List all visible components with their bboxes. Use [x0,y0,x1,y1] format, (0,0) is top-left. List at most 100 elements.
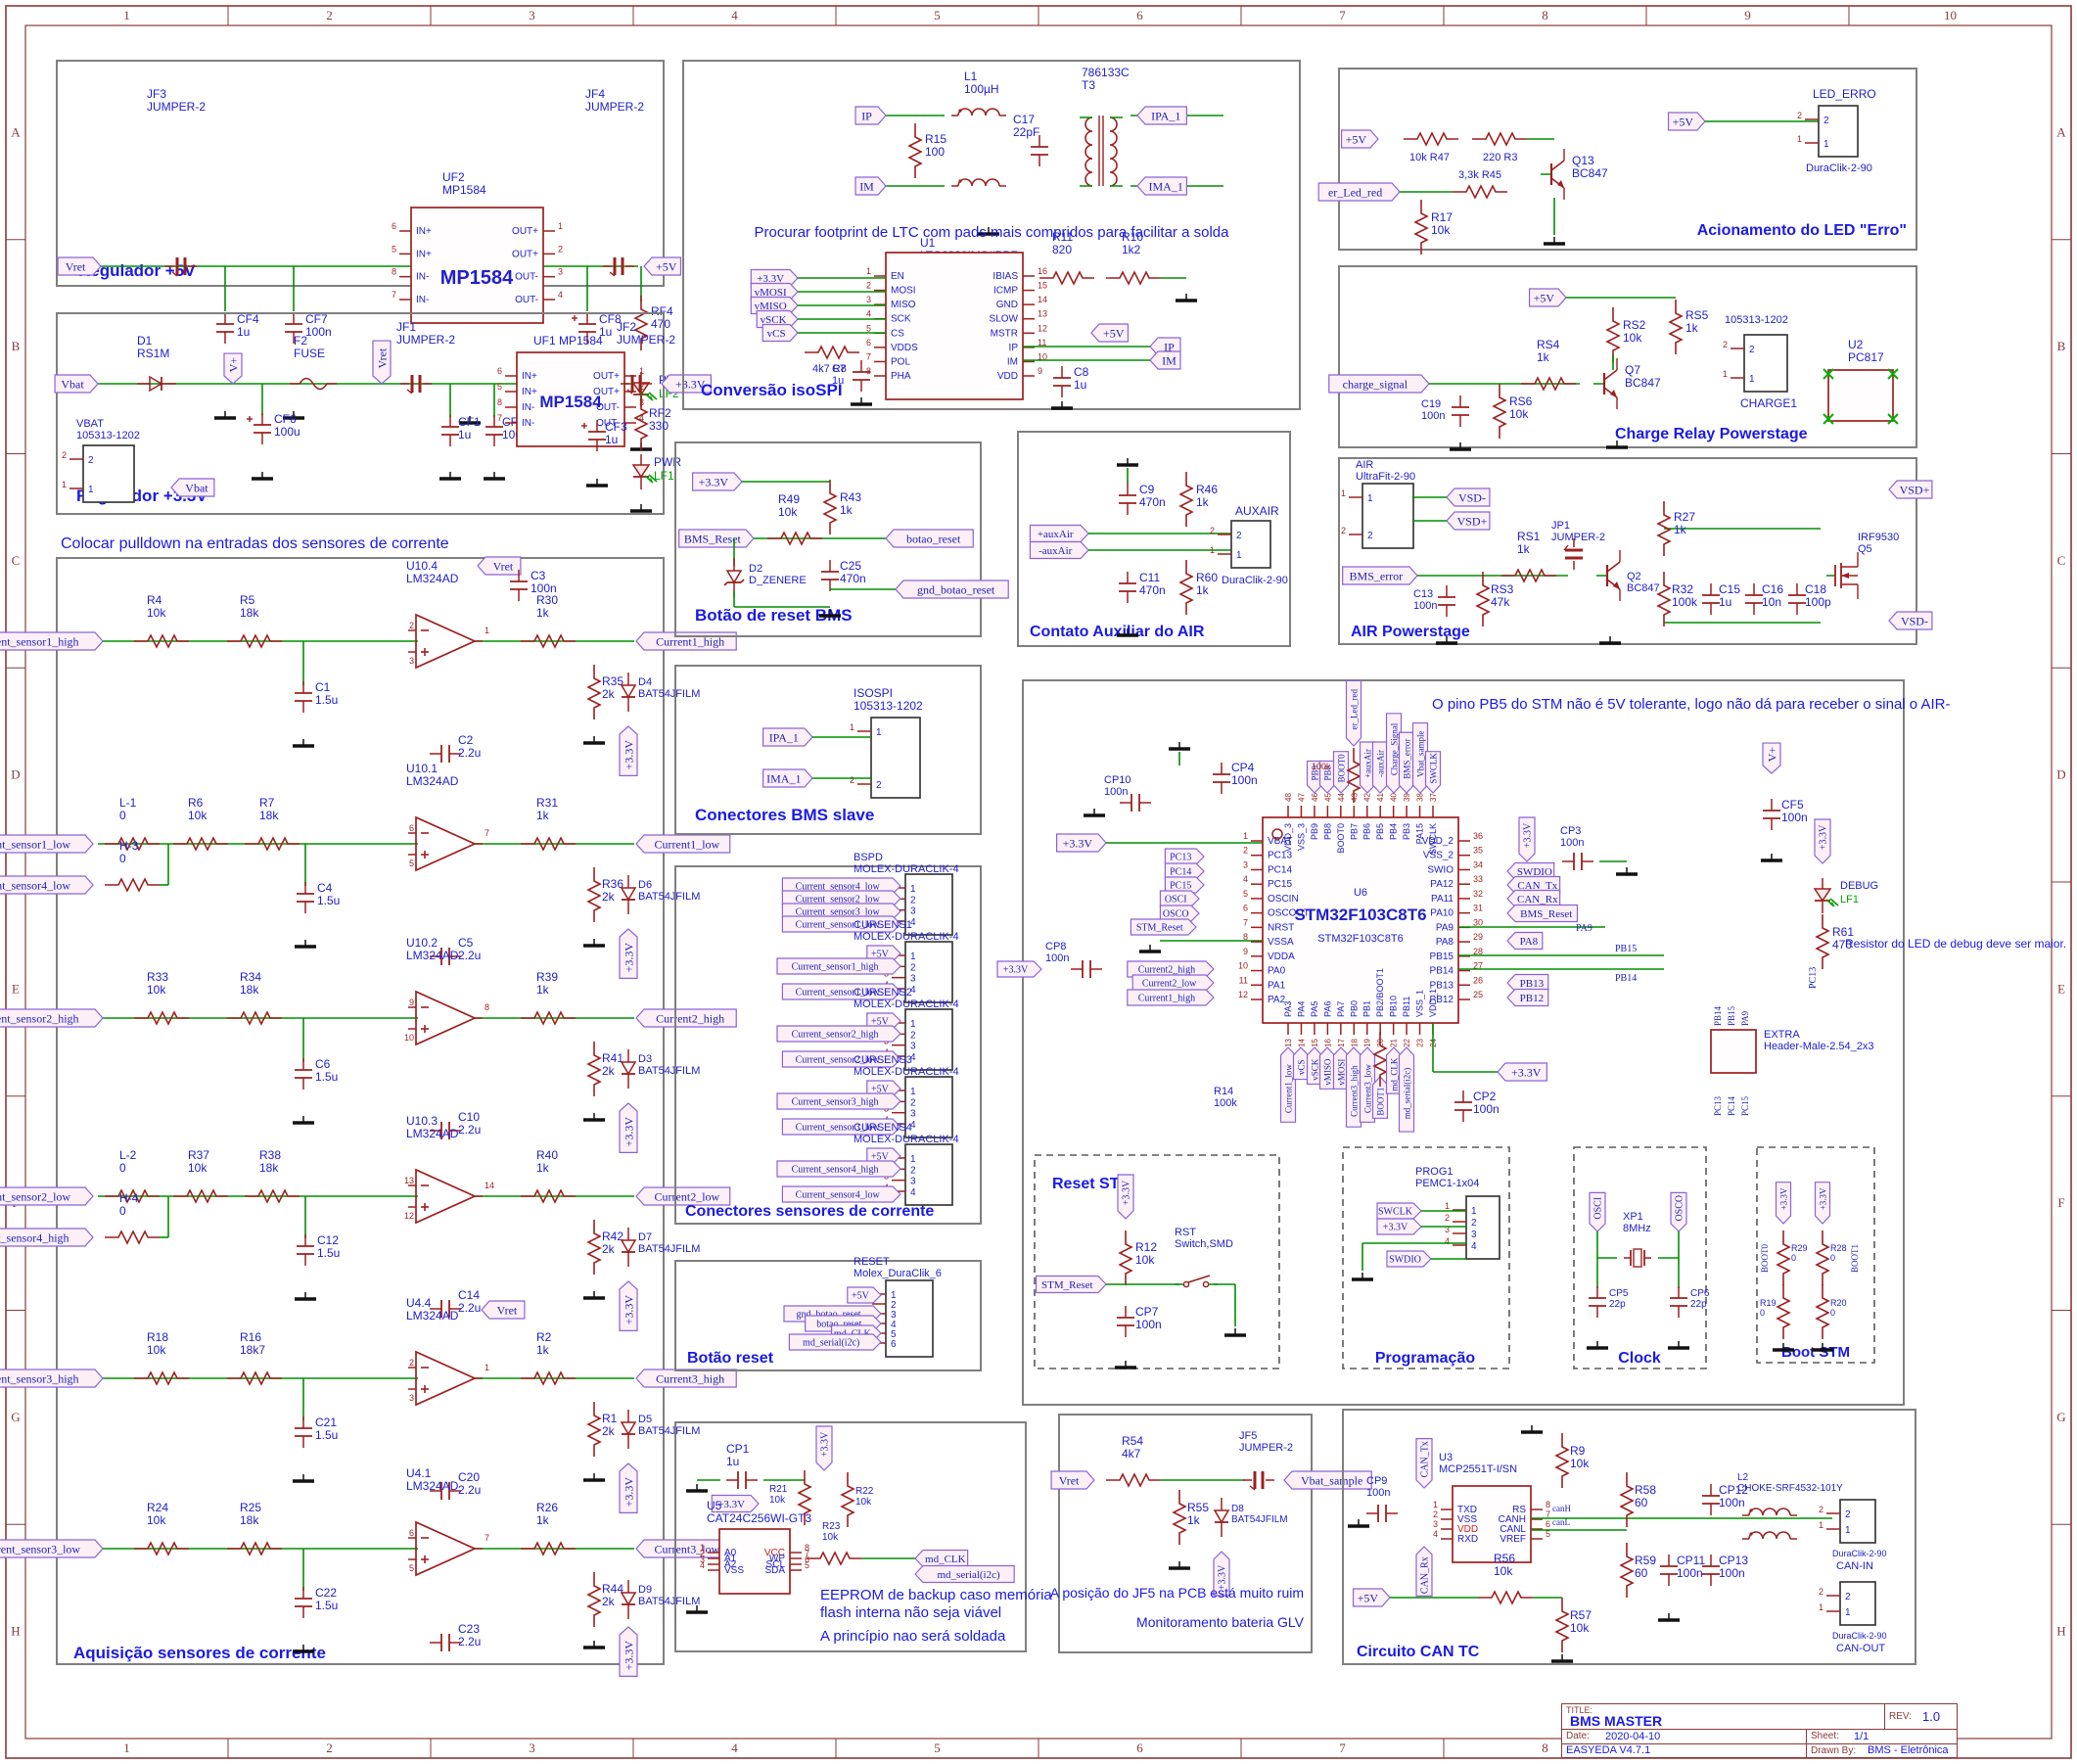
net-flag: Current_sensor2_high [776,1025,901,1043]
net-label: Current_sensor4_high [792,1165,879,1176]
component-label: CURSENS2 MOLEX-DURACLIK-4 [854,987,959,1010]
pin-number: 1 [910,952,916,962]
pin-number: 2 [1723,340,1728,349]
diode [1213,1498,1230,1537]
pin-number: 36 [1473,831,1483,841]
resistor [767,531,822,546]
pin-number: 3 [910,906,916,917]
net-label: OSCI [1165,895,1187,905]
net-label: Vret [493,559,514,573]
capacitor [430,745,461,763]
net-label: PC13 [1170,853,1191,863]
component-label: JF2 JUMPER-2 [617,320,675,347]
component-label: U10.1 LM324AD [406,762,459,788]
pin-name: VDD [997,371,1018,382]
net-label: BMS_error [1402,739,1411,779]
net-label: botao_reset [906,532,961,545]
net-flag: Vbat_sample [1283,1470,1372,1490]
pin-number: 2 [1210,526,1215,535]
component-label: VBAT 105313-1202 [76,418,140,441]
pin-name: PB13 [1430,980,1454,991]
pin-number: 11 [1239,975,1248,985]
component-label: L1 100µH [964,70,999,96]
column-label: 1 [123,8,130,23]
ground-symbol [1450,442,1471,451]
annotation-note: flash interna não seja viável [820,1604,1001,1621]
net-flag: OSCI [1159,890,1200,907]
net-label: SWCLK [1378,1207,1413,1218]
component-label: CP7 100n [1135,1305,1162,1331]
pin-name: VDD_3 [1283,823,1293,852]
component-label: H-4 0 [119,1191,139,1218]
resistor [1521,376,1576,392]
net-flag: Current3_high [1345,1046,1362,1128]
jumper [1563,538,1583,570]
block-frame [674,1260,982,1371]
component-label: JP1 JUMPER-2 [1551,520,1605,543]
net-flag: Current_sensor1_high [776,957,901,975]
component-label: RS2 10k [1623,318,1646,345]
pin-number: 3 [1243,859,1248,869]
net-label: STM_Reset [1041,1279,1093,1291]
component-label: PB14 [1615,973,1637,984]
net-flag: +5V [643,256,682,276]
pin-number: 4 [910,1187,916,1198]
net-flag: SWDIO [1386,1250,1432,1268]
led [1813,878,1839,913]
pin-number: 1 [1445,1201,1450,1211]
net-flag: +3.3V [619,1462,638,1514]
capacitor [1119,572,1136,603]
ground-symbol [630,504,652,513]
pin-number: 1 [1236,550,1242,561]
resistor [1656,572,1672,627]
block-frame [1022,679,1905,1406]
ground-symbol [1176,294,1197,302]
net-flag: OSCO [1159,905,1200,922]
net-label: +3.3V [717,1499,745,1510]
pin-number: 22 [1403,1038,1411,1046]
pin-number: 3 [910,1177,916,1187]
sheet-value: 1/1 [1854,1731,1869,1742]
pin-number: 1 [1819,1520,1823,1530]
block-frame [1338,457,1917,645]
pin-number: 48 [1284,793,1293,802]
component-label: C2 2.2u [458,733,481,760]
pin-name: SWIO [1427,864,1454,875]
component-label: D3 BAT54JFILM [638,1053,700,1077]
pin-name: ICMP [993,286,1018,297]
pin-name: MSTR [991,328,1018,339]
net-flag: CAN_Tx [1506,875,1561,895]
ground-symbol [1551,1654,1573,1663]
net-label: OSCO [1675,1195,1685,1222]
resistor [105,877,160,893]
pin-name: A0 [724,1548,737,1558]
pin-name: OUT- [515,272,538,283]
ic-chip: TXD 1 VSS 2 VDD 3 RXD 4 RS 8 CANH 7 CANL 6 VREF 5 [1433,1485,1550,1563]
pin-number: 31 [1473,904,1483,913]
pin-name: OUT+ [593,371,620,382]
component-label: DEBUG [1840,880,1878,892]
block-frame [56,312,665,515]
component-label: 105313-1202 [1725,314,1788,326]
resistor [1776,1230,1791,1285]
pin-number: 1 [558,221,563,231]
ground-symbol [686,1484,708,1493]
pin-name: VSSA [1268,937,1294,948]
resistor [1178,472,1194,527]
pin-name: A1 [724,1554,737,1564]
pin-name: VCC [764,1548,785,1558]
jumper [621,375,652,395]
resistor [1776,1284,1791,1339]
net-flag: SWCLK [1424,751,1442,794]
component-label: C6 1.5u [315,1057,338,1084]
component-label: R1 2k [602,1412,618,1438]
resistor [1118,1230,1133,1285]
row-label: H [11,1624,20,1639]
ground-symbol [1436,636,1457,645]
block-title: Conectores BMS slave [695,806,874,824]
component-label: LF1 [1840,894,1859,905]
net-flag: VSD+ [1888,480,1933,499]
net-flag: -auxAir [1371,741,1389,794]
net-label: +5V [656,259,677,273]
